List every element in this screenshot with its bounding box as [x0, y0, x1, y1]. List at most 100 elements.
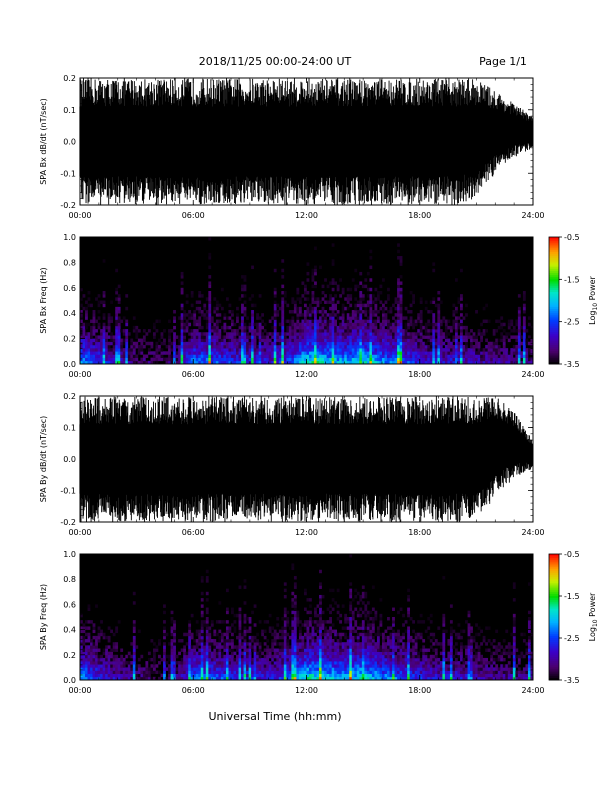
- spectrogram-cell: [470, 341, 473, 346]
- spectrogram-cell: [238, 657, 242, 662]
- spectrogram-cell: [286, 348, 290, 352]
- spectrogram-cell: [228, 357, 232, 362]
- x-tick-label: 18:00: [408, 370, 431, 379]
- spectrogram-cell: [298, 348, 302, 352]
- spectrogram-cell: [218, 664, 222, 668]
- spectrogram-cell: [293, 639, 297, 643]
- spectrogram-cell: [87, 676, 91, 681]
- spectrogram-cell: [356, 357, 360, 362]
- colorbar-segment: [549, 311, 559, 314]
- spectrogram-cell: [399, 332, 403, 336]
- spectrogram-cell: [276, 654, 280, 659]
- spectrogram-cell: [238, 348, 242, 352]
- spectrogram-cell: [92, 357, 96, 362]
- spectrogram-cell: [349, 338, 353, 343]
- spectrogram-cell: [190, 335, 194, 339]
- spectrogram-cell: [213, 329, 217, 333]
- colorbar-segment: [549, 281, 559, 284]
- spectrogram-cell: [87, 348, 91, 352]
- spectrogram-cell: [329, 626, 332, 630]
- spectrogram-cell: [105, 664, 108, 668]
- spectrogram-cell: [359, 316, 363, 320]
- spectrogram-cell: [522, 322, 526, 327]
- spectrogram-cell: [175, 351, 179, 355]
- spectrogram-cell: [225, 360, 229, 365]
- spectrogram-cell: [276, 313, 280, 317]
- spectrogram-cell: [424, 344, 428, 349]
- spectrogram-cell: [309, 348, 312, 352]
- spectrogram-cell: [404, 341, 408, 346]
- spectrogram-cell: [115, 657, 119, 662]
- spectrogram-cell: [467, 360, 471, 365]
- spectrogram-cell: [439, 344, 443, 349]
- spectrogram-cell: [231, 360, 234, 365]
- spectrogram-cell: [311, 351, 315, 355]
- spectrogram-cell: [376, 626, 380, 630]
- spectrogram-cell: [472, 332, 476, 336]
- spectrogram-cell: [341, 303, 345, 308]
- spectrogram-cell: [215, 303, 219, 308]
- spectrogram-cell: [397, 329, 400, 333]
- spectrogram-cell: [112, 667, 116, 671]
- spectrogram-cell: [384, 351, 388, 355]
- spectrogram-cell: [387, 351, 390, 355]
- spectrogram-cell: [228, 648, 232, 652]
- spectrogram-cell: [208, 294, 212, 298]
- spectrogram-cell: [505, 351, 509, 355]
- spectrogram-cell: [193, 648, 197, 652]
- spectrogram-cell: [344, 351, 348, 355]
- spectrogram-cell: [122, 670, 126, 674]
- spectrogram-cell: [364, 673, 368, 678]
- spectrogram-cell: [150, 360, 154, 365]
- spectrogram-cell: [276, 632, 280, 637]
- spectrogram-cell: [105, 635, 108, 640]
- spectrogram-cell: [273, 341, 277, 346]
- spectrogram-cell: [309, 648, 312, 652]
- spectrogram-cell: [366, 623, 370, 627]
- spectrogram-cell: [195, 645, 199, 649]
- spectrogram-cell: [158, 338, 161, 343]
- spectrogram-cell: [150, 351, 154, 355]
- spectrogram-cell: [152, 676, 156, 681]
- spectrogram-cell: [331, 259, 335, 263]
- spectrogram-cell: [490, 357, 494, 362]
- spectrogram-cell: [409, 303, 413, 308]
- spectrogram-cell: [334, 322, 337, 327]
- spectrogram-cell: [331, 313, 335, 317]
- spectrogram-cell: [268, 629, 272, 634]
- spectrogram-cell: [303, 332, 307, 336]
- spectrogram-cell: [198, 354, 202, 358]
- spectrogram-cell: [301, 651, 305, 656]
- spectrogram-cell: [359, 357, 363, 362]
- spectrogram-cell: [359, 645, 363, 649]
- colorbar-segment: [549, 349, 559, 352]
- colorbar-segment: [549, 283, 559, 287]
- spectrogram-cell: [243, 632, 247, 637]
- spectrogram-cell: [100, 338, 103, 343]
- spectrogram-cell: [334, 329, 337, 333]
- spectrogram-cell: [351, 635, 355, 640]
- spectrogram-cell: [110, 319, 114, 324]
- spectrogram-cell: [376, 329, 380, 333]
- spectrogram-cell: [321, 348, 325, 352]
- spectrogram-cell: [165, 676, 169, 681]
- spectrogram-cell: [366, 357, 370, 362]
- spectrogram-cell: [397, 297, 400, 301]
- spectrogram-cell: [278, 645, 282, 649]
- colorbar-segment: [549, 262, 559, 265]
- spectrogram-cell: [261, 664, 265, 668]
- spectrogram-cell: [268, 667, 272, 671]
- spectrogram-cell: [205, 576, 209, 580]
- spectrogram-cell: [517, 316, 521, 320]
- spectrogram-cell: [351, 673, 355, 678]
- spectrogram-cell: [341, 604, 345, 608]
- spectrogram-cell: [374, 310, 378, 314]
- spectrogram-cell: [346, 664, 350, 668]
- spectrogram-cell: [220, 335, 224, 339]
- spectrogram-cell: [188, 657, 192, 662]
- spectrogram-cell: [369, 354, 373, 358]
- spectrogram-cell: [286, 351, 290, 355]
- spectrogram-cell: [95, 604, 98, 608]
- spectrogram-cell: [309, 306, 312, 311]
- spectrogram-cell: [311, 639, 315, 643]
